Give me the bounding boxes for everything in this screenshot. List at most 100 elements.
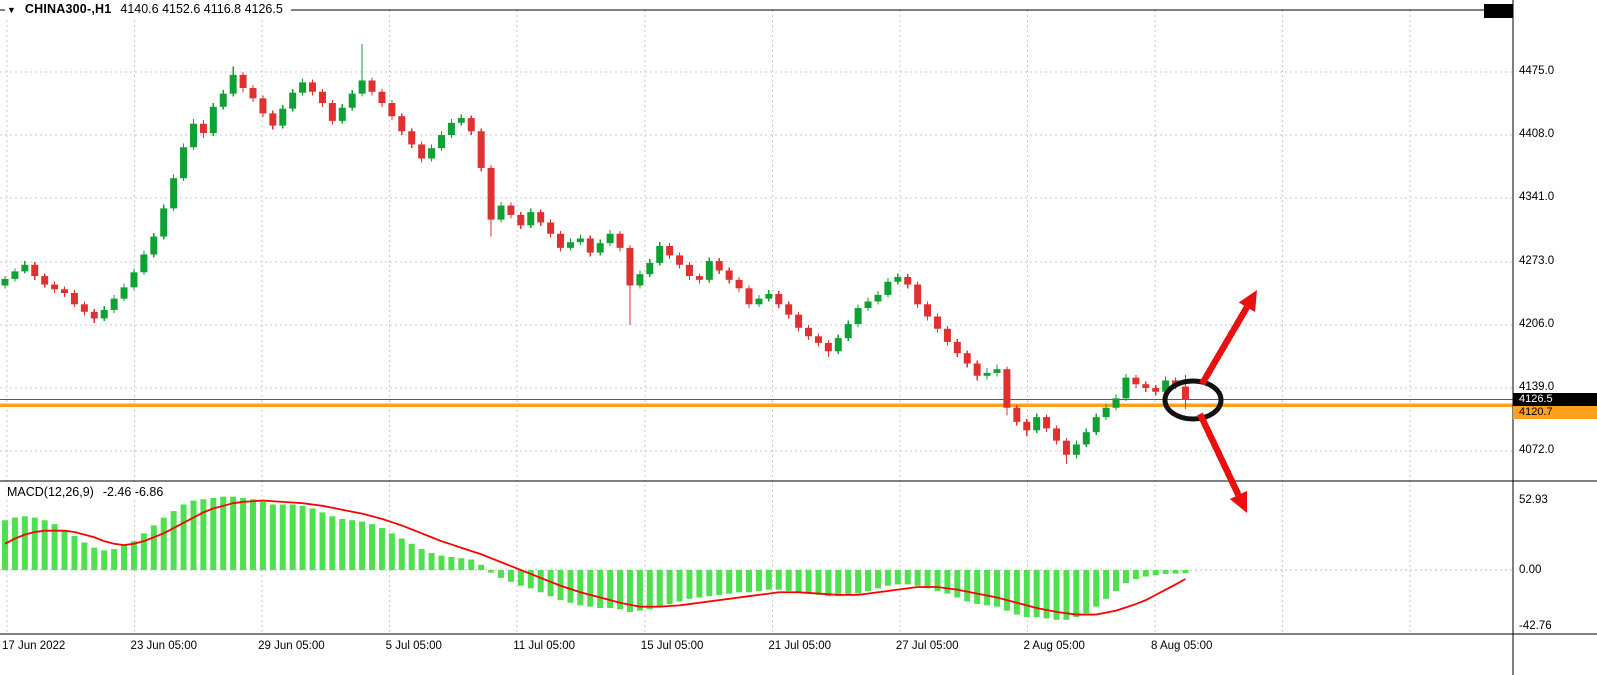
candle-body-up: [646, 262, 654, 275]
macd-histogram-bar: [914, 570, 921, 586]
time-tick-label: 29 Jun 05:00: [258, 640, 325, 652]
candle-body-up: [437, 135, 445, 149]
highlight-ellipse[interactable]: [1162, 378, 1224, 422]
macd-histogram-bar: [299, 505, 306, 570]
time-axis[interactable]: [0, 636, 1513, 662]
candle-body-down: [795, 314, 803, 328]
candle-body-up: [834, 338, 842, 352]
candle-body-down: [676, 255, 684, 265]
price-tick-label: 4206.0: [1519, 317, 1555, 330]
trend-arrow-up-head[interactable]: [1238, 290, 1257, 313]
candle-body-up: [180, 147, 188, 179]
candle-body-up: [656, 245, 664, 263]
candle-body-up: [705, 261, 713, 280]
candle-body-down: [249, 87, 257, 99]
candle-body-down: [259, 98, 267, 114]
candle-body-down: [914, 284, 922, 305]
macd-histogram-bar: [180, 504, 187, 570]
candle-body-down: [1142, 384, 1150, 388]
candle-body-up: [884, 281, 892, 295]
macd-histogram-bar: [11, 517, 18, 570]
candle-body-down: [735, 279, 743, 289]
macd-histogram-bar: [1142, 570, 1149, 577]
candle-body-down: [1003, 369, 1011, 408]
candle-body-up: [348, 93, 356, 108]
time-tick-label: 2 Aug 05:00: [1023, 640, 1085, 652]
candle-body-down: [1181, 386, 1189, 400]
macd-histogram-bar: [101, 550, 108, 570]
candle-body-down: [70, 293, 78, 305]
macd-histogram-bar: [795, 570, 802, 593]
candle-body-up: [21, 264, 29, 272]
trend-arrow-up[interactable]: [1199, 305, 1250, 386]
candle-body-down: [586, 238, 594, 253]
macd-values-label: -2.46 -6.86: [102, 485, 164, 499]
candle-body-down: [685, 264, 693, 277]
price-tick-label: 4072.0: [1519, 444, 1555, 456]
macd-histogram-bar: [31, 517, 38, 570]
candle-body-up: [1033, 417, 1041, 431]
candle-body-down: [1152, 387, 1160, 392]
candle-body-down: [51, 284, 59, 290]
time-tick-label: 11 Jul 05:00: [513, 640, 576, 652]
macd-histogram-bar: [1152, 570, 1159, 576]
candle-body-up: [219, 93, 227, 107]
macd-histogram-bar: [805, 570, 812, 594]
candle-body-down: [368, 80, 376, 92]
macd-histogram-bar: [160, 517, 167, 570]
candle-body-up: [11, 271, 19, 279]
trend-arrow-down[interactable]: [1197, 412, 1242, 497]
orange-line-price-label: 4120.7: [1513, 406, 1597, 420]
macd-name-label: MACD(12,26,9): [7, 485, 94, 499]
candle-body-down: [1062, 440, 1070, 455]
candle-body-up: [874, 294, 882, 302]
macd-histogram-bar: [369, 524, 376, 570]
candle-body-down: [1013, 407, 1021, 422]
macd-histogram-bar: [944, 570, 951, 594]
macd-histogram-bar: [666, 570, 673, 605]
candle-body-down: [418, 144, 426, 159]
candle-body-down: [31, 264, 39, 277]
candle-body-up: [229, 74, 237, 94]
candle-body-up: [1162, 380, 1170, 392]
macd-histogram-bar: [1033, 570, 1040, 618]
candle-body-up: [170, 178, 178, 209]
macd-histogram-bar: [696, 570, 703, 598]
macd-histogram-bar: [250, 499, 256, 570]
macd-histogram-bar: [845, 570, 852, 595]
macd-histogram-bar: [51, 524, 58, 570]
candle-body-down: [785, 304, 793, 315]
price-tick-label: 4273.0: [1519, 254, 1555, 267]
macd-histogram-bar: [974, 570, 981, 605]
candle-body-up: [447, 122, 455, 136]
candle-body-down: [41, 276, 49, 285]
macd-histogram-bar: [517, 570, 524, 586]
candle-body-up: [527, 212, 535, 226]
candle-body-down: [557, 233, 565, 248]
trend-arrow-down-head[interactable]: [1229, 490, 1248, 513]
macd-histogram-bar: [140, 533, 147, 570]
macd-histogram-bar: [676, 570, 683, 602]
time-tick-label: 15 Jul 05:00: [640, 640, 704, 652]
macd-histogram-bar: [1182, 570, 1189, 574]
candle-body-up: [1072, 444, 1080, 455]
macd-histogram-bar: [488, 570, 495, 573]
time-tick-label: 17 Jun 2022: [2, 640, 66, 652]
candle-body-down: [824, 342, 832, 352]
macd-histogram-bar: [984, 570, 991, 606]
candle-body-up: [299, 82, 307, 93]
macd-histogram-bar: [319, 512, 326, 570]
macd-histogram-bar: [815, 570, 822, 595]
macd-histogram-bar: [527, 570, 534, 589]
macd-histogram-bar: [408, 543, 415, 570]
macd-histogram-bar: [269, 504, 276, 570]
candle-body-up: [289, 92, 297, 109]
macd-tick-label: 52.93: [1519, 494, 1548, 507]
macd-histogram-bar: [865, 570, 872, 591]
candle-body-up: [993, 369, 1001, 373]
macd-histogram-bar: [686, 570, 693, 599]
macd-indicator-label: MACD(12,26,9) -2.46 -6.86: [7, 485, 170, 499]
macd-histogram-bar: [884, 570, 891, 586]
